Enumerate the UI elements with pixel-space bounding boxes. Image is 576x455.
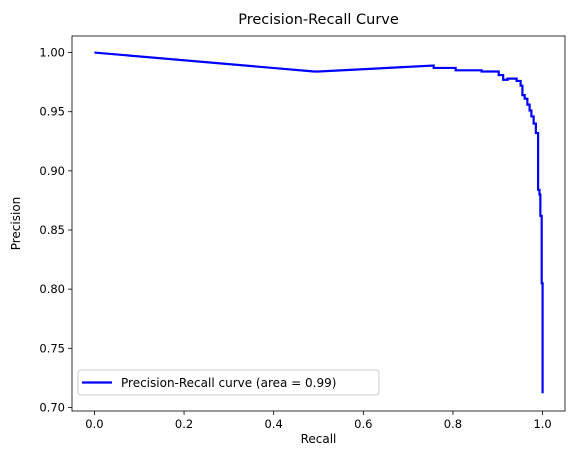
x-tick-label: 0.2	[175, 417, 193, 431]
chart-title: Precision-Recall Curve	[238, 12, 399, 28]
plot-area	[72, 36, 565, 411]
legend-label: Precision-Recall curve (area = 0.99)	[121, 376, 336, 390]
axes-frame	[72, 36, 565, 411]
y-tick-label: 0.85	[39, 223, 65, 237]
y-tick-label: 0.70	[39, 400, 65, 414]
x-tick-label: 1.0	[533, 417, 551, 431]
x-tick-label: 0.8	[444, 417, 462, 431]
y-tick-label: 0.80	[39, 282, 65, 296]
x-tick-label: 0.4	[265, 417, 283, 431]
y-axis-label: Precision	[9, 197, 23, 251]
y-tick-label: 0.95	[39, 105, 65, 119]
pr-curve-line	[94, 53, 542, 394]
x-tick-label: 0.0	[85, 417, 103, 431]
x-tick-label: 0.6	[354, 417, 372, 431]
y-tick-label: 0.90	[39, 164, 65, 178]
legend: Precision-Recall curve (area = 0.99)	[78, 370, 379, 395]
y-tick-label: 1.00	[39, 46, 65, 60]
y-tick-label: 0.75	[39, 341, 65, 355]
x-axis-label: Recall	[301, 432, 337, 446]
